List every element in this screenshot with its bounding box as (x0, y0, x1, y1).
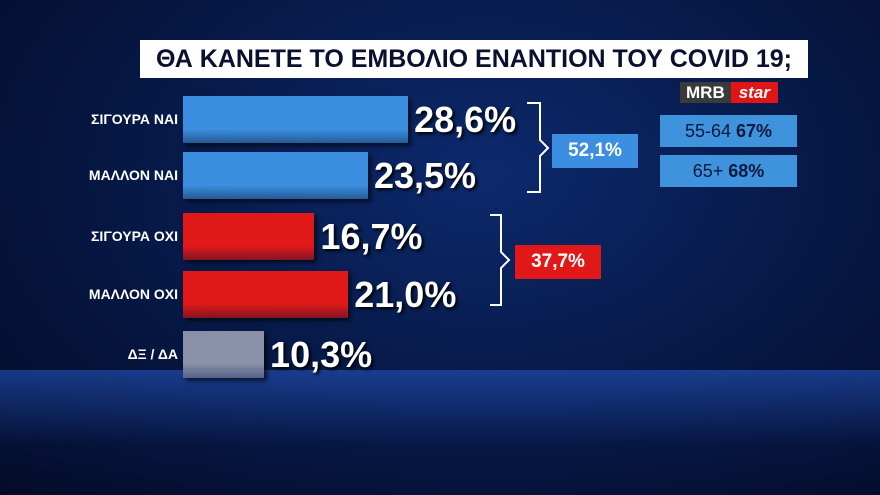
value-label: 16,7% (320, 216, 423, 257)
age-value: 67% (736, 121, 773, 141)
age-name: 55-64 (684, 121, 731, 141)
bar (183, 152, 368, 199)
logo: MRB star (680, 82, 778, 103)
background-glow (0, 370, 880, 495)
bar (183, 96, 409, 143)
value-label: 23,5% (373, 155, 477, 196)
age-box: 65+ 68% (660, 155, 797, 187)
category-text: ΜΑΛΛΟΝ ΟΧΙ (88, 286, 178, 302)
category-label: ΔΞ / ΔΑ (86, 331, 178, 378)
age-name: 65+ (692, 161, 724, 181)
bracket (527, 102, 550, 193)
value-label: 21,0% (354, 274, 457, 315)
category-label: ΜΑΛΛΟΝ ΟΧΙ (86, 271, 178, 318)
value-label: 10,3% (270, 334, 373, 375)
group-total: 37,7% (515, 245, 601, 279)
category-label: ΣΙΓΟΥΡΑ ΝΑΙ (86, 96, 178, 143)
bar (183, 331, 265, 378)
logo-mrb: MRB (680, 82, 731, 103)
category-text: ΣΙΓΟΥΡΑ ΝΑΙ (91, 111, 178, 127)
category-label: ΜΑΛΛΟΝ ΝΑΙ (86, 152, 178, 199)
category-text: ΣΙΓΟΥΡΑ ΟΧΙ (91, 228, 178, 244)
bracket (490, 214, 511, 306)
chart-title: ΘΑ ΚΑΝΕΤΕ ΤΟ ΕΜΒΟΛΙΟ ΕΝΑΝΤΙΟΝ ΤΟΥ COVID … (140, 40, 808, 78)
bar (183, 213, 315, 260)
age-value: 68% (728, 161, 765, 181)
category-label: ΣΙΓΟΥΡΑ ΟΧΙ (86, 213, 178, 260)
value-label: 28,6% (414, 99, 517, 140)
logo-star: star (730, 82, 778, 103)
category-text: ΜΑΛΛΟΝ ΝΑΙ (88, 167, 178, 183)
category-text: ΔΞ / ΔΑ (127, 346, 178, 362)
group-total: 52,1% (552, 134, 638, 168)
age-box: 55-64 67% (660, 115, 797, 147)
bar (183, 271, 349, 318)
